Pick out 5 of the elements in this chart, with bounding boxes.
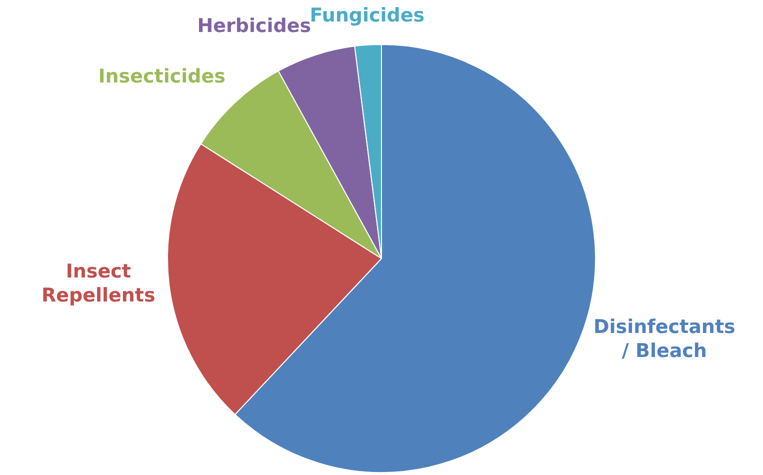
slice-label: Insecticides [98,66,226,88]
slice-label: Insect Repellents [41,260,156,307]
slice-label: Fungicides [310,4,425,26]
slice-label: Disinfectants / Bleach [593,316,736,362]
slice-label: Herbicides [197,15,312,38]
